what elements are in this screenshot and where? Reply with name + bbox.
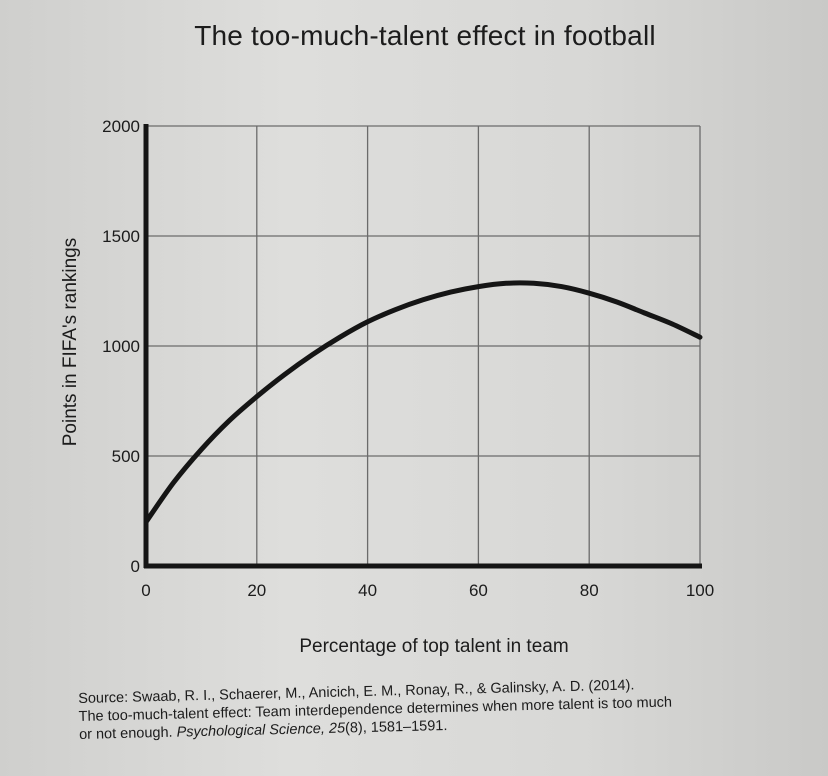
y-tick-label-0: 0 (131, 557, 140, 576)
chart-axes (143, 124, 702, 569)
x-tick-label-40: 40 (358, 581, 377, 600)
x-tick-label-20: 20 (247, 581, 266, 600)
x-tick-label-60: 60 (469, 581, 488, 600)
y-tick-label-2000: 2000 (102, 117, 140, 136)
chart-grid (146, 125, 701, 566)
series-line-0 (143, 280, 703, 525)
caption-line-3b: (8), 1581–1591. (344, 717, 448, 737)
y-axis-label: Points in FIFA's rankings (60, 238, 81, 447)
y-tick-label-500: 500 (112, 447, 140, 466)
y-tick-label-1500: 1500 (102, 227, 140, 246)
x-tick-label-80: 80 (580, 581, 599, 600)
chart-series (143, 280, 703, 525)
y-tick-label-1000: 1000 (102, 337, 140, 356)
x-axis-label: Percentage of top talent in team (299, 636, 568, 657)
chart-title: The too-much-talent effect in football (194, 20, 656, 51)
x-tick-label-100: 100 (686, 581, 714, 600)
caption-line-3a: or not enough. (78, 724, 177, 743)
caption-journal: Psychological Science, 25 (176, 720, 346, 741)
x-tick-label-0: 0 (141, 581, 150, 600)
